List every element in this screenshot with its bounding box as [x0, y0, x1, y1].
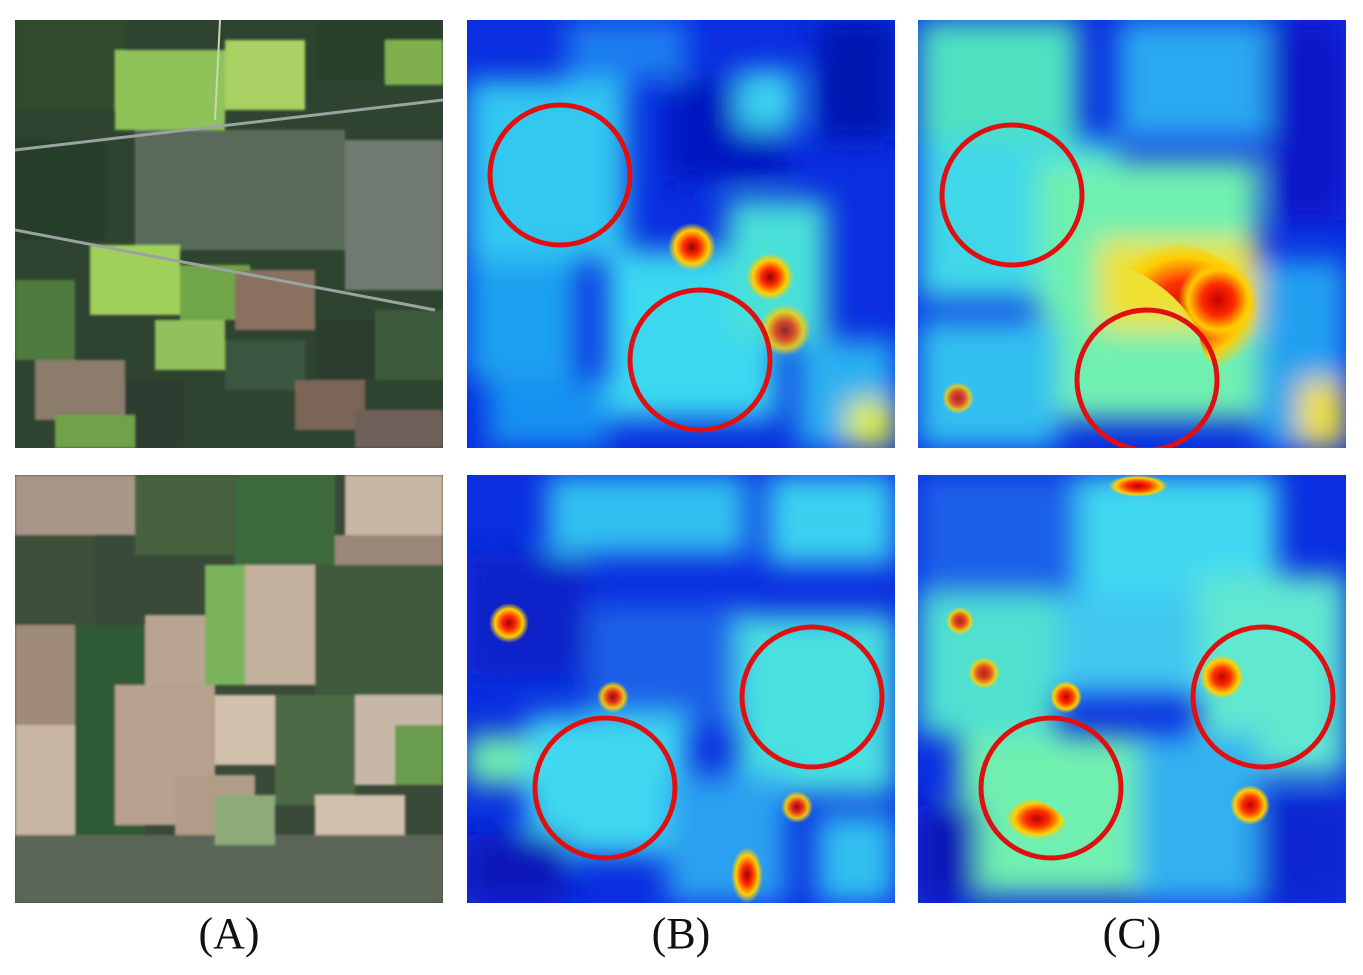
column-label-c: (C) [1102, 909, 1162, 958]
satellite-image-bottom [15, 475, 443, 903]
heatmap-c-bottom [918, 475, 1346, 903]
heatmap-c-top [918, 20, 1346, 448]
column-label-a: (A) [198, 909, 260, 958]
satellite-image-top [15, 20, 443, 448]
column-label-b: (B) [651, 909, 711, 958]
heatmap-b-top [467, 20, 895, 448]
heatmap-b-bottom [467, 475, 895, 903]
